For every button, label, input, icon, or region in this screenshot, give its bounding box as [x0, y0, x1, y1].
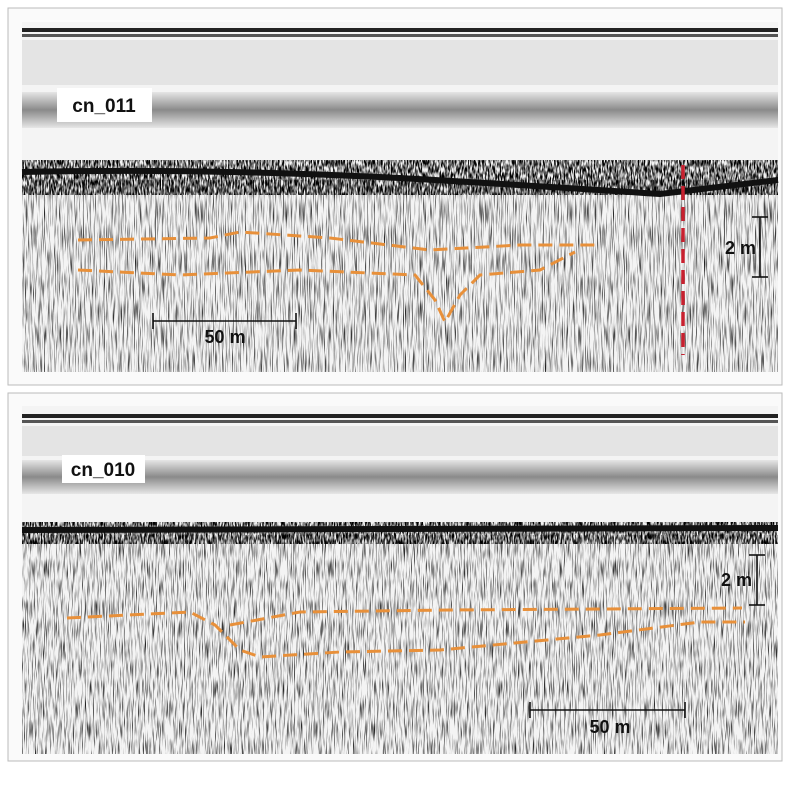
- label-box: [62, 455, 145, 483]
- interpreted-horizon: [66, 610, 745, 659]
- horizontal-scale-bar: [152, 313, 297, 329]
- seabed-line: [21, 167, 779, 198]
- top-reflector: [22, 414, 778, 418]
- multiple-band: [22, 460, 778, 494]
- water-column: [22, 40, 778, 85]
- water-column: [22, 426, 778, 456]
- profile-label: cn_010: [71, 460, 135, 481]
- top-reflector: [22, 420, 778, 423]
- profile-panel: cn_010 50 m 2 m: [7, 392, 783, 762]
- top-reflector: [22, 34, 778, 37]
- horizontal-scale-label: 50 m: [589, 717, 630, 737]
- label-box: [57, 88, 152, 122]
- profile-label: cn_011: [72, 96, 136, 117]
- interpreted-horizon: [229, 606, 743, 627]
- seabed-line: [21, 525, 779, 533]
- profile-panel: cn_011 50 m 2 m: [7, 7, 783, 386]
- vertical-scale-label: 2 m: [725, 238, 756, 258]
- vertical-scale-bar: [752, 216, 768, 278]
- vertical-scale-label: 2 m: [721, 570, 752, 590]
- sediment-texture: [22, 180, 778, 372]
- interpreted-horizon: [77, 250, 576, 326]
- horizontal-scale-label: 50 m: [204, 327, 245, 347]
- sediment-texture: [22, 535, 778, 754]
- interpreted-horizon: [77, 230, 598, 252]
- top-reflector: [22, 28, 778, 32]
- vertical-scale-bar: [749, 554, 765, 606]
- horizontal-scale-bar: [529, 702, 686, 718]
